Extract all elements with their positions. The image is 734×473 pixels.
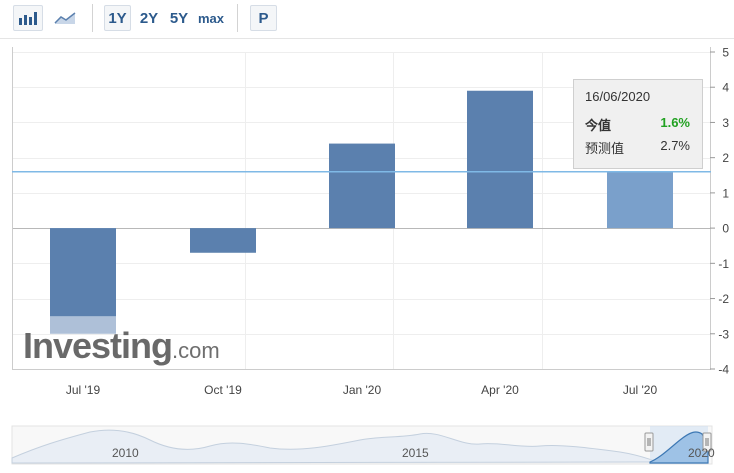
range-max-label: max (197, 10, 225, 26)
logo-domain: .com (172, 338, 220, 363)
toolbar-divider (237, 4, 238, 32)
y-tick-label: 1 (722, 186, 729, 200)
y-tick-label: -4 (718, 363, 729, 377)
bar-chart-icon (19, 12, 37, 25)
navigator-label-2015: 2015 (402, 446, 429, 460)
toolbar-divider (92, 4, 93, 32)
y-tick-label: -1 (718, 257, 729, 271)
navigator-label-2020: 2020 (688, 446, 715, 460)
y-tick-label: -2 (718, 292, 729, 306)
data-tooltip: 16/06/2020 今值 1.6% 预测值 2.7% (573, 79, 703, 169)
range-2y-label: 2Y (139, 9, 159, 27)
x-tick-label: Jul '20 (623, 383, 658, 397)
range-1y-label: 1Y (108, 9, 127, 27)
tooltip-forecast-label: 预测值 (585, 141, 625, 156)
logo-brand: Investing (23, 325, 173, 366)
bar-chart-type-button[interactable] (13, 5, 43, 31)
y-tick-label: 3 (722, 116, 729, 130)
navigator-history-area (11, 429, 661, 464)
x-tick-label: Apr '20 (481, 383, 519, 397)
data-bar[interactable] (607, 171, 673, 229)
y-tick-label: 2 (722, 151, 729, 165)
data-bar[interactable] (190, 228, 256, 253)
investing-logo: Investing .com (23, 325, 220, 366)
range-2y-button[interactable]: 2Y (136, 5, 162, 31)
range-5y-label: 5Y (169, 9, 189, 27)
x-axis-ticks: Jul '19 Oct '19 Jan '20 Apr '20 Jul '20 (66, 383, 658, 397)
x-tick-label: Oct '19 (204, 383, 242, 397)
chart-toolbar: 1Y 2Y 5Y max P (0, 0, 734, 38)
y-tick-label: 4 (722, 81, 729, 95)
navigator-label-2010: 2010 (112, 446, 139, 460)
tooltip-forecast-value: 2.7% (660, 138, 690, 153)
y-tick-label: 5 (722, 46, 729, 60)
area-chart-icon (54, 12, 76, 24)
x-tick-label: Jul '19 (66, 383, 101, 397)
y-axis-ticks: 5 4 3 2 1 0 -1 -2 -3 -4 (710, 46, 729, 377)
data-bar[interactable] (50, 228, 116, 317)
range-1y-button[interactable]: 1Y (104, 5, 131, 31)
y-tick-label: -3 (718, 327, 729, 341)
tooltip-actual-value: 1.6% (660, 115, 690, 130)
tooltip-actual-label: 今值 (585, 118, 612, 133)
navigator-right-handle[interactable] (702, 432, 712, 452)
range-5y-button[interactable]: 5Y (166, 5, 192, 31)
navigator-left-handle[interactable] (644, 432, 654, 452)
y-tick-label: 0 (722, 222, 729, 236)
bars (50, 90, 673, 334)
tooltip-date: 16/06/2020 (585, 89, 651, 104)
period-button[interactable]: P (250, 5, 277, 31)
data-bar[interactable] (329, 143, 395, 229)
period-label: P (258, 9, 269, 27)
range-max-button[interactable]: max (196, 5, 226, 31)
line-chart-type-button[interactable] (50, 5, 80, 31)
x-tick-label: Jan '20 (343, 383, 382, 397)
navigator[interactable] (11, 425, 713, 465)
data-bar[interactable] (467, 90, 533, 229)
